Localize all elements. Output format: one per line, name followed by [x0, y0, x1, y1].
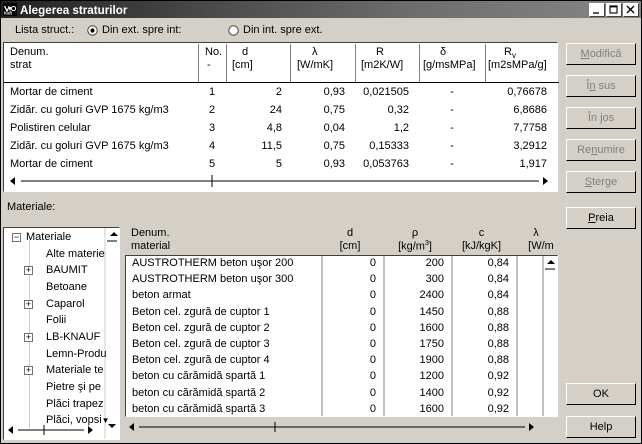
svg-text:Kalt: Kalt	[4, 11, 13, 16]
